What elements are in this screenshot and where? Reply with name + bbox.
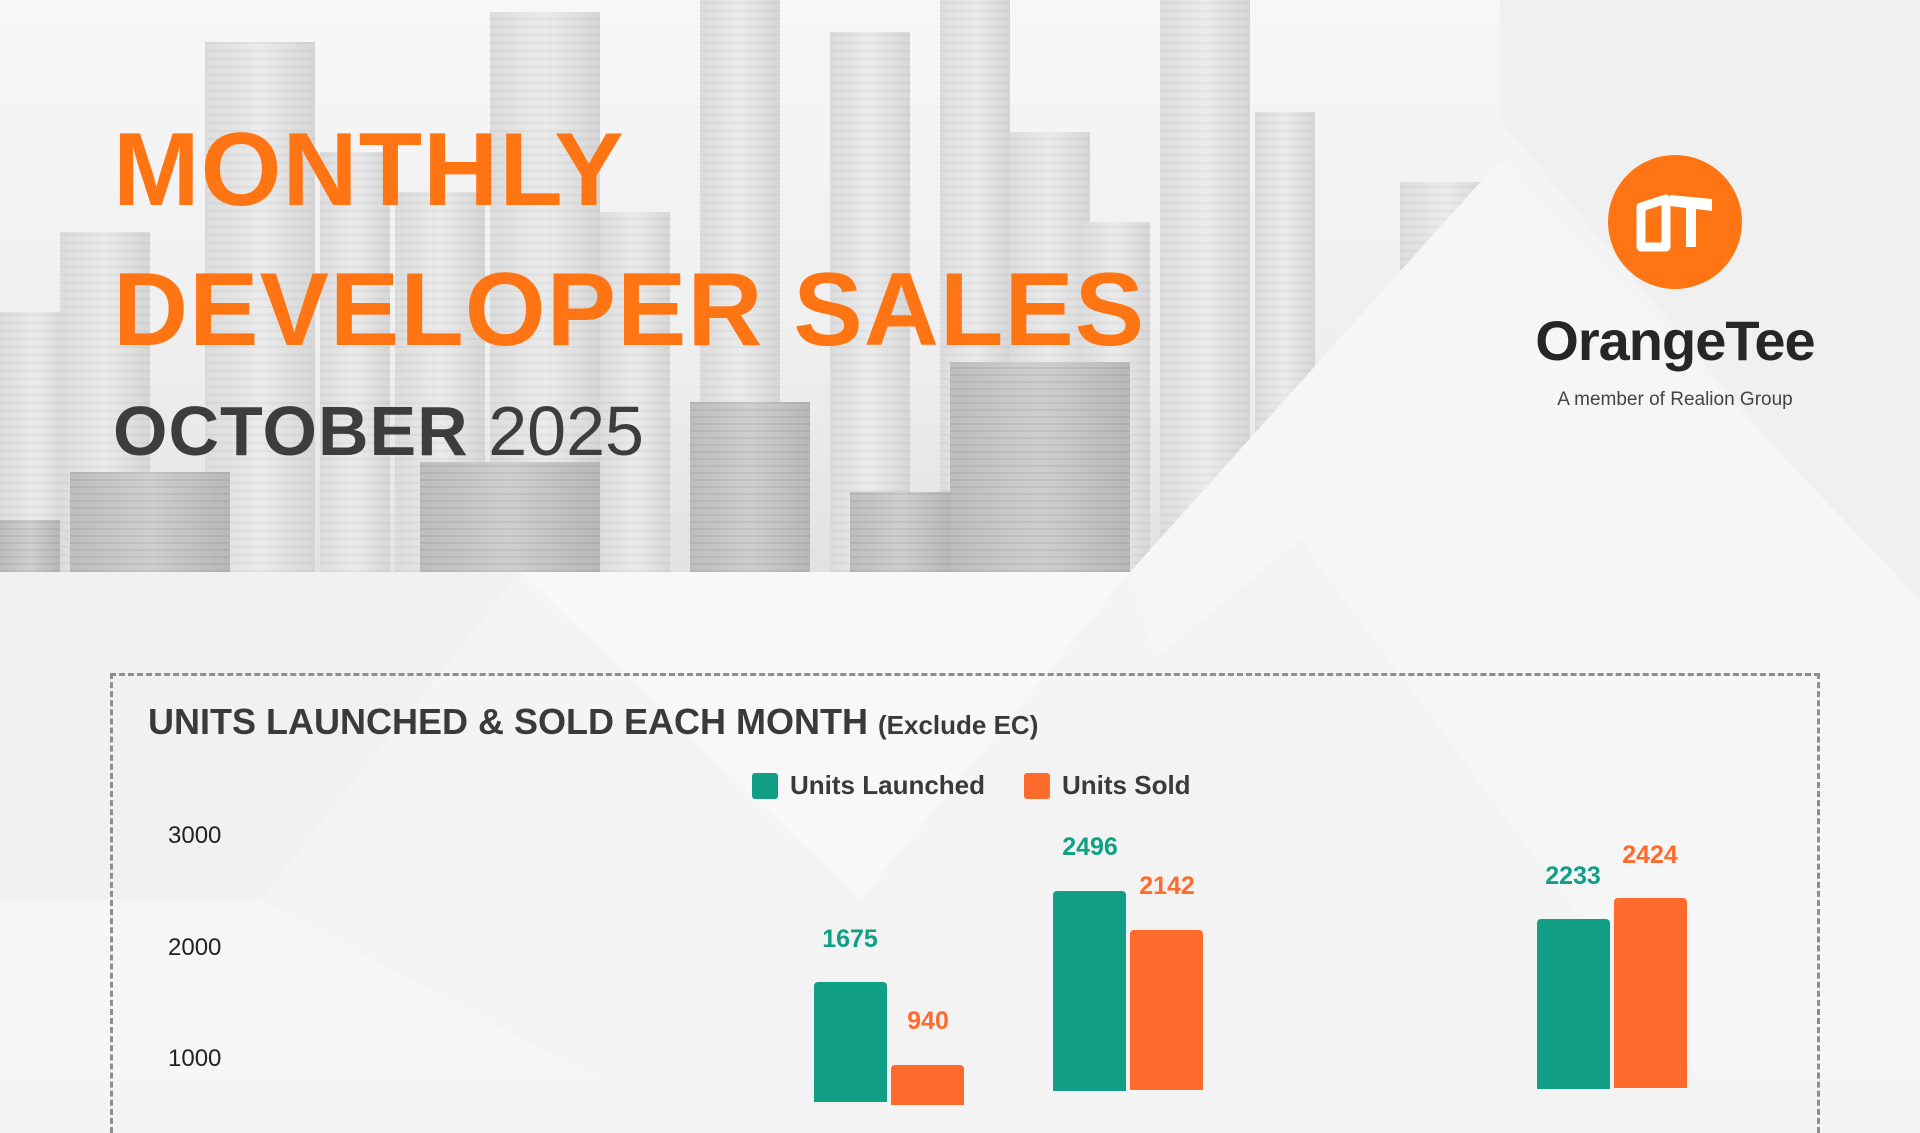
bar-launched-2 [1053,891,1126,1091]
brand-tagline: A member of Realion Group [1557,389,1793,410]
chart-title-suffix: (Exclude EC) [878,710,1039,740]
bar-label-launched-3: 2233 [1545,862,1601,890]
bar-sold-3 [1614,898,1687,1088]
bar-label-sold-2: 2142 [1139,872,1195,900]
legend-item-sold: Units Sold [1024,770,1191,801]
ot-logo-mark-icon [1608,155,1742,289]
bar-label-launched-2: 2496 [1062,833,1118,861]
y-tick-2000: 2000 [168,934,222,961]
report-month: OCTOBER [113,392,469,470]
legend-label-sold: Units Sold [1062,770,1191,800]
bar-sold-1 [891,1065,964,1105]
legend-label-launched: Units Launched [790,770,986,800]
chart-container [110,673,1820,1133]
orangetee-logo: OrangeTee A member of Realion Group [1530,155,1820,411]
y-tick-3000: 3000 [168,822,222,849]
legend-item-launched: Units Launched [752,770,985,801]
page-title-line-1: MONTHLY [113,112,625,228]
y-tick-1000: 1000 [168,1045,222,1072]
legend-swatch-sold [1024,772,1050,799]
report-period: OCTOBER 2025 [113,396,644,466]
bar-label-sold-3: 2424 [1622,841,1678,869]
bar-label-launched-1: 1675 [822,925,878,953]
chart-title: UNITS LAUNCHED & SOLD EACH MONTH (Exclud… [148,704,1038,740]
legend-swatch-launched [752,772,778,799]
bar-launched-1 [814,982,887,1102]
brand-name: OrangeTee [1535,309,1815,372]
bar-launched-3 [1537,919,1610,1089]
background-geometry [0,0,1920,1080]
bar-label-sold-1: 940 [907,1007,949,1035]
bar-sold-2 [1130,930,1203,1090]
page-title-line-2: DEVELOPER SALES [113,252,1146,368]
report-year: 2025 [488,392,644,470]
chart-title-main: UNITS LAUNCHED & SOLD EACH MONTH [148,701,868,742]
background [0,0,1920,1080]
